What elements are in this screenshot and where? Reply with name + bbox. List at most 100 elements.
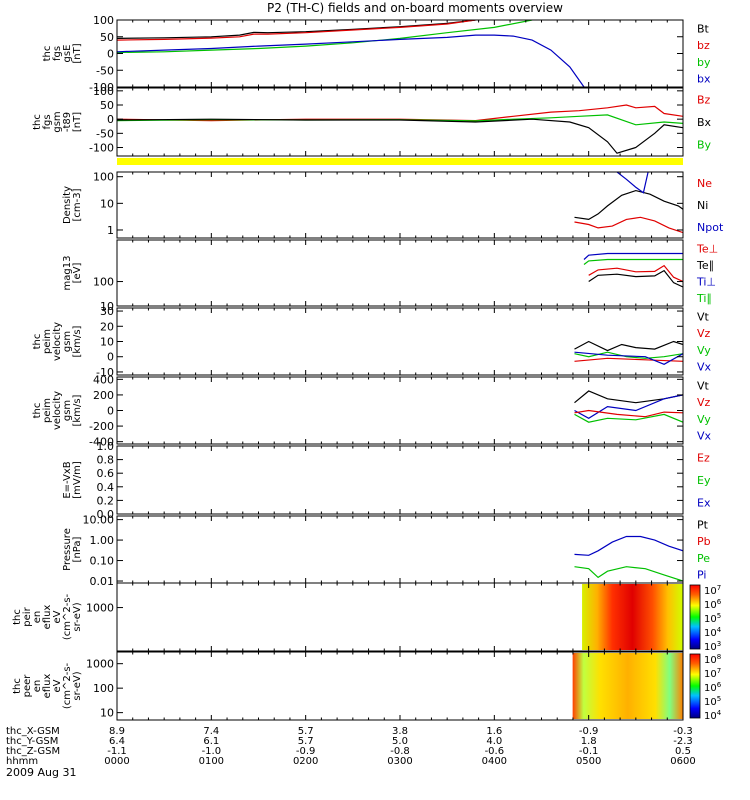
fgs_gse-ytick-label: -100 [89, 81, 114, 94]
cb_peir-label-0: 107 [704, 584, 721, 597]
figure-title: P2 (TH-C) fields and on-board moments ov… [267, 1, 563, 15]
fgs_gse-series-group [117, 20, 585, 87]
vel_gsm2-ylabel-2: velocity [52, 391, 63, 430]
fgs_gse-series-bz [117, 20, 476, 41]
ephemeris-value-0-5: -0.9 [579, 726, 599, 737]
vel_gsm-frame [116, 307, 684, 376]
vel_gsm2-ytick-label: -200 [89, 420, 114, 433]
ephemeris-value-2-4: -0.6 [485, 746, 505, 757]
peir-ylabel-5: (cm^2-s- [62, 593, 73, 640]
peir-ytick-label: 1000 [86, 602, 114, 615]
cb_peir-label-2: 105 [704, 612, 721, 625]
efield-ylabel-0: E=-VxB [62, 461, 73, 498]
fgs_gsm-ytick-label: 50 [100, 99, 114, 112]
efield-legend-1: Ey [697, 474, 711, 487]
temp-series-group [583, 252, 683, 288]
pressure-ytick-label: 1.00 [90, 534, 115, 547]
temp-ytick-label: 10 [100, 300, 114, 313]
peir-ylabel-1: peir [22, 606, 33, 626]
peer-image [572, 653, 683, 719]
ephemeris-value-0-3: 3.8 [392, 726, 408, 737]
cb_peer [689, 653, 701, 719]
cb_peir-label-3: 104 [704, 626, 722, 639]
density-series-Ne [574, 216, 683, 234]
density-series-Ni [574, 189, 683, 221]
peer-ylabel-3: eflux [42, 674, 53, 699]
fgs_gsm-ylabel-4: [nT] [72, 112, 83, 132]
peir-ylabel-4: eV [52, 610, 63, 623]
ephemeris-value-3-0: 0000 [104, 756, 129, 767]
ephemeris-row-label-0: thc_X-GSM [6, 726, 60, 737]
pressure-ytick-label: 0.10 [90, 555, 115, 568]
vel_gsm-ylabel-0: thc [32, 334, 43, 350]
pressure-legend-0: Pt [697, 518, 709, 531]
temp-series-Ti⊥ [583, 252, 683, 260]
pressure-legend-2: Pe [697, 552, 710, 565]
vel_gsm2-legend-2: Vy [697, 413, 711, 426]
vel_gsm2-legend-0: Vt [697, 379, 710, 392]
density-legend-2: Npot [697, 221, 724, 234]
ephemeris-value-2-1: -1.0 [202, 746, 222, 757]
pressure-legend-3: Pi [697, 569, 706, 582]
efield-ytick-label: 0.2 [97, 494, 115, 507]
vel_gsm-ytick-label: 0 [107, 351, 114, 364]
fgs_gse-ylabel-2: gsE [62, 45, 73, 63]
pressure-ytick-label: 0.01 [90, 575, 115, 588]
peir-ylabel-3: eflux [42, 605, 53, 630]
ephemeris-value-2-6: 0.5 [675, 746, 691, 757]
vel_gsm2-ytick-label: 0 [107, 405, 114, 418]
fgs_gsm-ytick-label: -100 [89, 142, 114, 155]
fgs_gsm-ytick-label: 100 [93, 85, 114, 98]
pressure-frame [116, 515, 684, 584]
fgs_gsm-series-Bx [117, 118, 683, 154]
flag-bar [117, 158, 683, 165]
ephemeris-value-1-3: 5.0 [392, 736, 408, 747]
temp-legend-2: Ti⊥ [696, 275, 716, 288]
ephemeris-value-0-4: 1.6 [486, 726, 502, 737]
ephemeris-value-3-5: 0500 [576, 756, 601, 767]
fgs_gse-ytick-label: 0 [107, 48, 114, 61]
fgs_gse-ylabel-3: [nT] [72, 43, 83, 63]
pressure-ylabel-1: [nPa] [72, 536, 83, 562]
vel_gsm2-ylabel-0: thc [32, 403, 43, 419]
vel_gsm2-series-Vt [574, 390, 683, 404]
panel-temp: 100 10 Te⊥ Te∥ Ti⊥ Ti∥ [93, 239, 718, 313]
pressure-series-Pi [574, 535, 683, 556]
pressure-ylabel-0: Pressure [62, 528, 73, 571]
fgs_gsm-ytick-label: -50 [96, 127, 114, 140]
density-ylabel-0: Density [62, 186, 73, 224]
ephemeris-value-1-0: 6.4 [109, 736, 125, 747]
density-legend-0: Ne [697, 177, 712, 190]
fgs_gsm-legend-0: Bz [697, 93, 711, 106]
ephemeris-row-label-3: hhmm [6, 756, 38, 767]
panel-efield: 1.00.80.60.40.20.0 Ez Ey Ex [97, 440, 711, 521]
vel_gsm2-ytick-label: 400 [93, 373, 114, 386]
fgs_gsm-ytick-label: 0 [107, 113, 114, 126]
ephemeris-row-label-1: thc_Y-GSM [6, 736, 58, 747]
ephemeris-value-3-1: 0100 [199, 756, 224, 767]
ephemeris-value-0-2: 5.7 [298, 726, 314, 737]
vel_gsm-legend-0: Vt [697, 310, 710, 323]
vel_gsm2-ylabel-1: peim [42, 398, 53, 423]
efield-ytick-label: 1.0 [97, 440, 115, 453]
vel_gsm-ytick-label: -10 [96, 366, 114, 379]
peir-ylabel-2: en [32, 611, 43, 624]
efield-legend-2: Ex [697, 497, 711, 510]
fgs_gse-ytick-label: 50 [100, 31, 114, 44]
fgs_gse-ylabel-1: fgs [52, 46, 63, 61]
fgs_gsm-ylabel-1: fgs [42, 114, 53, 129]
temp-ytick-label: 100 [93, 276, 114, 289]
pressure-legend-1: Pb [697, 535, 711, 548]
fgs_gsm-ylabel-2: gsm [52, 111, 63, 132]
fgs_gsm-ylabel-3: -t89 [62, 112, 73, 132]
peer-ytick-label: 10 [100, 707, 114, 720]
vel_gsm-legend-3: Vx [697, 361, 712, 374]
temp-series-Te⊥ [588, 264, 683, 283]
ephemeris-value-2-2: -0.9 [296, 746, 316, 757]
ephemeris-value-1-2: 5.7 [298, 736, 314, 747]
